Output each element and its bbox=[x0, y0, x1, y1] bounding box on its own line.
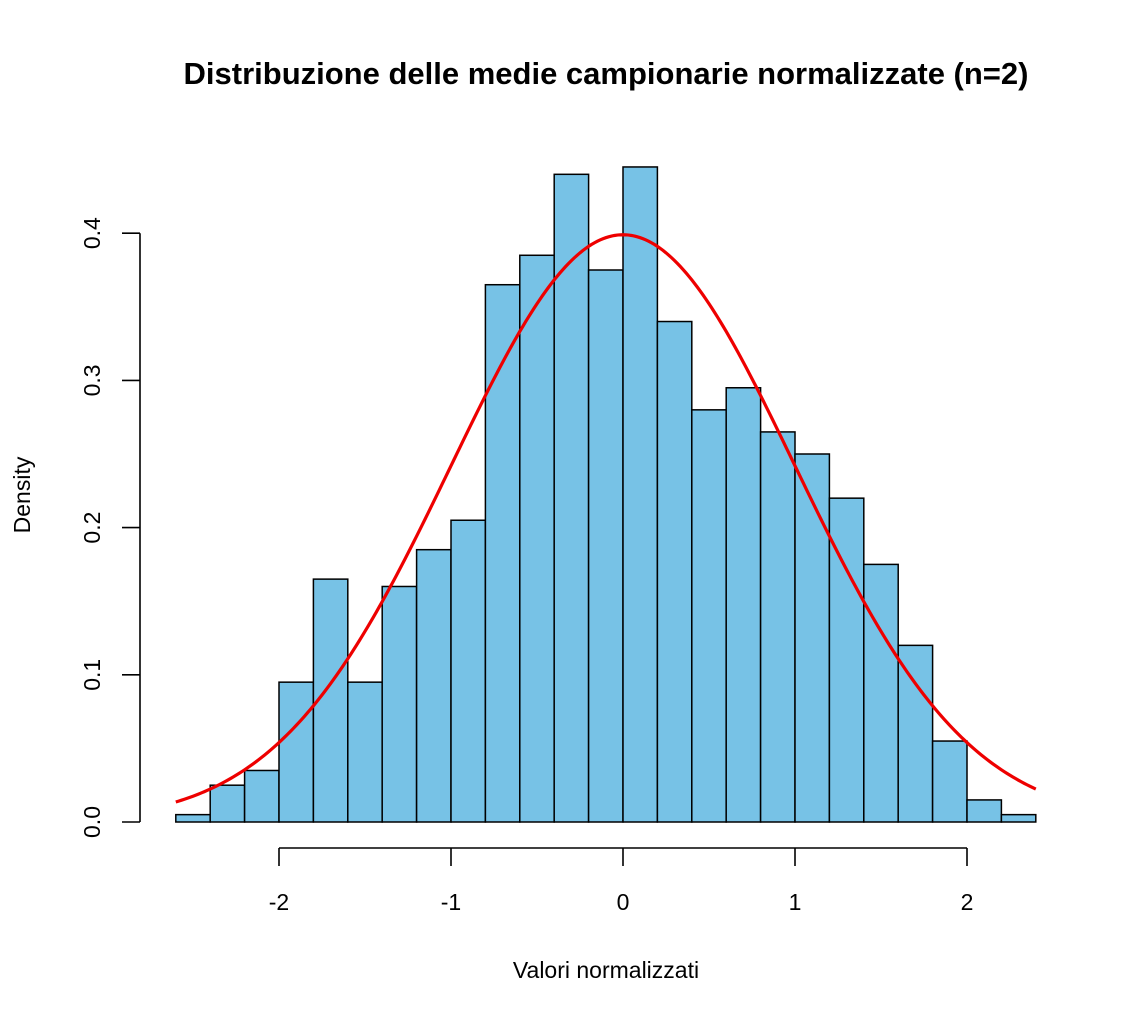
histogram-bar bbox=[897, 644, 934, 823]
x-axis: -2 -1 0 1 2 bbox=[269, 847, 974, 915]
histogram-bar bbox=[519, 254, 555, 823]
histogram-bar bbox=[381, 585, 418, 823]
y-axis: 0.0 0.1 0.2 0.3 0.4 bbox=[79, 217, 141, 838]
histogram-bar bbox=[966, 799, 1003, 823]
histogram-bar bbox=[209, 784, 246, 823]
histogram-bar bbox=[553, 173, 590, 823]
y-tick-label: 0.4 bbox=[79, 217, 105, 249]
bars bbox=[175, 166, 1037, 823]
histogram-bar bbox=[691, 409, 727, 823]
histogram-bar bbox=[863, 563, 899, 823]
histogram-bar bbox=[725, 387, 762, 823]
histogram-bar bbox=[450, 519, 487, 823]
x-tick-label: 1 bbox=[789, 889, 802, 915]
x-tick-label: -1 bbox=[441, 889, 461, 915]
x-tick-label: 0 bbox=[617, 889, 630, 915]
chart-title: Distribuzione delle medie campionarie no… bbox=[184, 56, 1029, 91]
histogram-bar bbox=[484, 283, 521, 823]
histogram-bar bbox=[656, 320, 693, 823]
y-tick-label: 0.2 bbox=[79, 512, 105, 544]
histogram-bar bbox=[415, 548, 452, 823]
normal-density-curve bbox=[175, 233, 1037, 804]
histogram-bar bbox=[587, 269, 624, 823]
histogram-bar bbox=[931, 740, 968, 823]
histogram-bar bbox=[278, 681, 315, 823]
histogram-bar bbox=[175, 813, 211, 823]
y-tick-label: 0.0 bbox=[79, 806, 105, 838]
histogram-bar bbox=[794, 453, 831, 823]
y-tick-label: 0.3 bbox=[79, 364, 105, 396]
y-tick-label: 0.1 bbox=[79, 659, 105, 691]
histogram-bar bbox=[622, 166, 659, 823]
histogram-bar bbox=[1000, 813, 1037, 823]
x-tick-label: 2 bbox=[961, 889, 974, 915]
histogram-bar bbox=[347, 681, 383, 823]
x-axis-label: Valori normalizzati bbox=[513, 957, 699, 983]
y-axis-label: Density bbox=[9, 456, 35, 533]
histogram-bar bbox=[759, 431, 796, 823]
histogram-bar bbox=[243, 769, 280, 823]
x-tick-label: -2 bbox=[269, 889, 289, 915]
